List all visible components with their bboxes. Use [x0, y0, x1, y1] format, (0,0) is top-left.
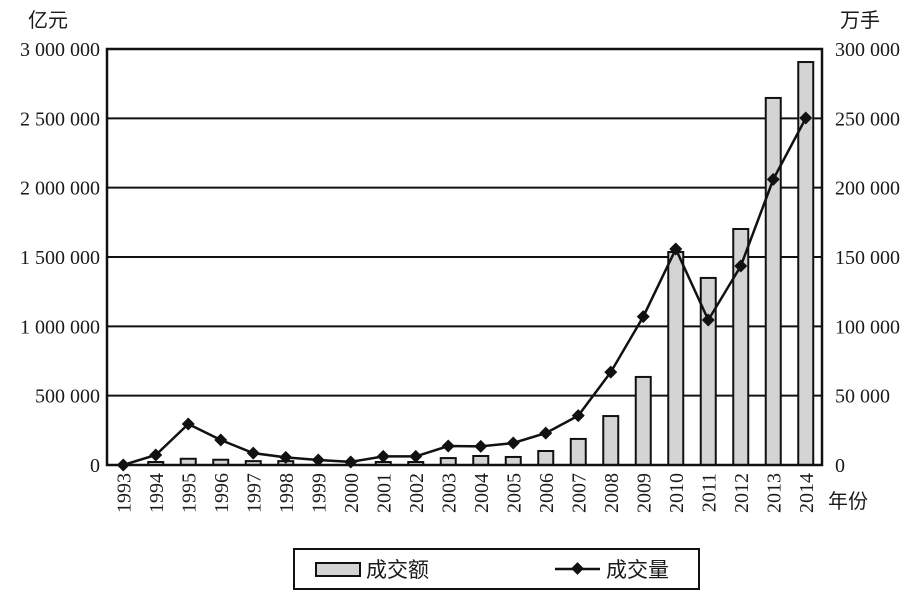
bar-2007 — [569, 437, 587, 466]
bar-2010 — [667, 251, 685, 466]
left-y-tick-label: 500 000 — [35, 386, 100, 408]
x-tick-label: 2005 — [503, 473, 525, 513]
x-tick-label: 2000 — [341, 473, 363, 513]
right-y-axis-ticks: 0 50 000 100 000 150 000 200 000 250 000 300 0… — [835, 39, 900, 477]
bar-series-turnover — [147, 61, 815, 467]
diamond-marker-icon — [734, 259, 748, 273]
x-tick-label: 2006 — [536, 473, 558, 513]
diamond-marker-icon — [539, 426, 553, 440]
diamond-marker-icon — [311, 453, 325, 467]
plot-border — [105, 47, 824, 467]
diamond-marker-icon — [799, 111, 813, 125]
left-axis-unit-label: 亿元 — [28, 8, 68, 32]
x-tick-label: 1994 — [146, 473, 168, 513]
bar-2013 — [764, 96, 782, 466]
legend-bar-label: 成交额 — [366, 558, 429, 582]
diamond-marker-icon — [181, 417, 195, 431]
right-y-tick-label: 100 000 — [835, 316, 900, 338]
diamond-marker-icon — [506, 436, 520, 450]
bar-2006 — [537, 449, 555, 466]
left-y-tick-label: 0 — [90, 455, 100, 477]
x-tick-label: 2011 — [698, 473, 720, 512]
diamond-marker-icon — [149, 448, 163, 462]
line-series-volume — [116, 111, 813, 472]
legend-bar-swatch-icon — [315, 562, 361, 577]
diamond-marker-icon — [116, 458, 130, 472]
right-y-tick-label: 200 000 — [835, 178, 900, 200]
diamond-marker-icon — [344, 455, 358, 469]
left-y-tick-label: 2 000 000 — [20, 178, 100, 200]
bar-2009 — [634, 375, 652, 466]
left-y-tick-label: 1 500 000 — [20, 247, 100, 269]
x-tick-label: 2003 — [438, 473, 460, 513]
right-y-tick-label: 50 000 — [835, 386, 890, 408]
legend-frame — [293, 548, 700, 590]
volume-line — [122, 117, 807, 467]
x-tick-label: 2002 — [406, 473, 428, 513]
diamond-marker-icon — [376, 449, 390, 463]
left-y-tick-label: 2 500 000 — [20, 108, 100, 130]
diamond-marker-icon — [766, 172, 780, 186]
x-tick-label: 1993 — [113, 473, 135, 513]
right-y-tick-label: 250 000 — [835, 108, 900, 130]
diamond-marker-icon — [246, 446, 260, 460]
x-tick-label: 2001 — [373, 473, 395, 513]
right-y-tick-label: 300 000 — [835, 39, 900, 61]
bar-2004 — [472, 454, 490, 466]
x-tick-label: 1997 — [243, 473, 265, 513]
x-tick-label: 2008 — [601, 473, 623, 513]
left-y-axis-ticks: 0 500 000 1 000 000 1 500 000 2 000 000 2 500… — [20, 39, 100, 477]
diamond-marker-icon — [669, 242, 683, 256]
x-tick-label: 2014 — [796, 473, 818, 513]
diamond-marker-icon — [441, 439, 455, 453]
x-tick-label: 1998 — [276, 473, 298, 513]
x-axis-unit-label: 年份 — [828, 489, 868, 513]
x-tick-label: 2004 — [471, 473, 493, 513]
diamond-marker-icon — [279, 450, 293, 464]
x-tick-label: 1999 — [308, 473, 330, 513]
x-axis-ticks: 1993 1994 1995 1996 1997 1998 1999 2000 2001 2002… — [113, 473, 818, 513]
diamond-marker-icon — [571, 409, 585, 423]
x-tick-label: 1996 — [211, 473, 233, 513]
diamond-marker-icon — [409, 449, 423, 463]
diamond-marker-icon — [701, 313, 715, 327]
x-tick-label: 2010 — [666, 473, 688, 513]
diamond-marker-icon — [214, 433, 228, 447]
x-tick-label: 1995 — [178, 473, 200, 513]
left-y-tick-label: 3 000 000 — [20, 39, 100, 61]
diamond-marker-icon — [604, 365, 618, 379]
legend: 成交额 成交量 — [293, 548, 700, 590]
x-tick-label: 2013 — [763, 473, 785, 513]
diamond-marker-icon — [474, 439, 488, 453]
plot-frame — [105, 47, 824, 467]
right-y-tick-label: 150 000 — [835, 247, 900, 269]
right-axis-unit-label: 万手 — [840, 8, 880, 32]
legend-line-label: 成交量 — [606, 558, 669, 582]
x-tick-label: 2012 — [731, 473, 753, 513]
left-y-tick-label: 1 000 000 — [20, 316, 100, 338]
bar-2008 — [602, 415, 620, 466]
right-y-tick-label: 0 — [835, 455, 845, 477]
x-tick-label: 2007 — [568, 473, 590, 513]
x-tick-label: 2009 — [633, 473, 655, 513]
diamond-marker-icon — [636, 310, 650, 324]
